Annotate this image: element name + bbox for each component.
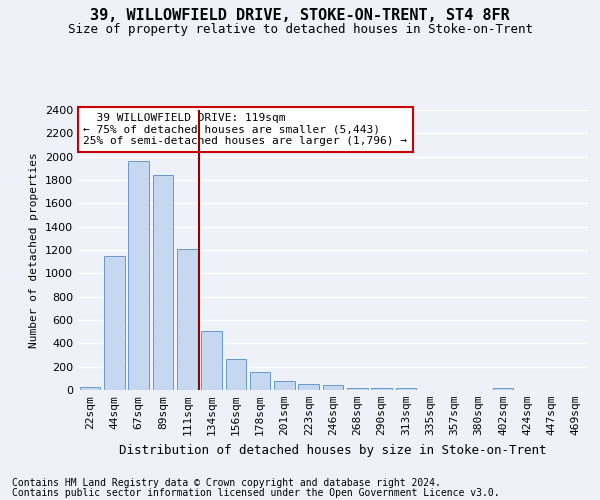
Bar [226,359,246,390]
Text: Contains public sector information licensed under the Open Government Licence v3: Contains public sector information licen… [12,488,500,498]
Text: Size of property relative to detached houses in Stoke-on-Trent: Size of property relative to detached ho… [67,22,533,36]
Text: 39, WILLOWFIELD DRIVE, STOKE-ON-TRENT, ST4 8FR: 39, WILLOWFIELD DRIVE, STOKE-ON-TRENT, S… [90,8,510,22]
Bar [298,384,319,390]
Bar [80,386,100,390]
Y-axis label: Number of detached properties: Number of detached properties [29,152,40,348]
Bar [493,388,514,390]
X-axis label: Distribution of detached houses by size in Stoke-on-Trent: Distribution of detached houses by size … [119,444,547,456]
Bar [395,388,416,390]
Bar [152,176,173,390]
Bar [201,330,222,390]
Bar [250,372,271,390]
Bar [128,162,149,390]
Text: 39 WILLOWFIELD DRIVE: 119sqm
← 75% of detached houses are smaller (5,443)
25% of: 39 WILLOWFIELD DRIVE: 119sqm ← 75% of de… [83,113,407,146]
Bar [347,388,368,390]
Bar [177,249,197,390]
Bar [274,380,295,390]
Text: Contains HM Land Registry data © Crown copyright and database right 2024.: Contains HM Land Registry data © Crown c… [12,478,441,488]
Bar [323,385,343,390]
Bar [371,388,392,390]
Bar [104,256,125,390]
